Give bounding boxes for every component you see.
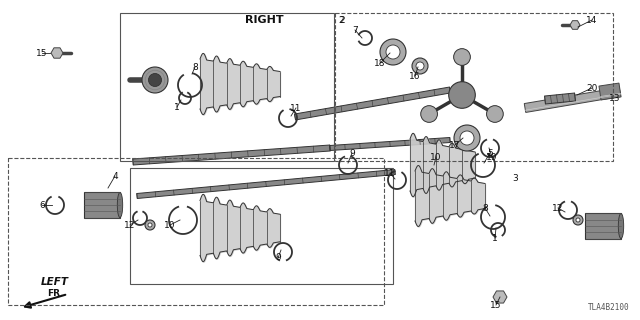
- Polygon shape: [493, 291, 507, 303]
- Text: 1: 1: [492, 234, 498, 243]
- Text: 5: 5: [487, 148, 493, 157]
- Text: 14: 14: [586, 15, 598, 25]
- Text: 15: 15: [490, 300, 502, 309]
- Text: 20: 20: [586, 84, 598, 92]
- Polygon shape: [570, 21, 580, 29]
- Circle shape: [145, 220, 155, 230]
- Text: 9: 9: [349, 148, 355, 157]
- Circle shape: [573, 215, 583, 225]
- Polygon shape: [51, 48, 63, 58]
- Circle shape: [148, 74, 161, 86]
- Circle shape: [576, 218, 580, 222]
- Text: 8: 8: [482, 204, 488, 212]
- Text: 11: 11: [384, 169, 396, 178]
- Text: 8: 8: [192, 62, 198, 71]
- Text: 4: 4: [112, 172, 118, 180]
- Text: 18: 18: [374, 59, 386, 68]
- Circle shape: [420, 106, 438, 122]
- Circle shape: [486, 106, 503, 122]
- Text: 10: 10: [164, 220, 176, 229]
- Text: 12: 12: [552, 204, 564, 212]
- Text: 7: 7: [352, 26, 358, 35]
- Polygon shape: [599, 83, 621, 100]
- Circle shape: [386, 45, 400, 59]
- Circle shape: [454, 49, 470, 65]
- Text: LEFT: LEFT: [41, 277, 69, 287]
- Text: 2: 2: [339, 15, 345, 25]
- Text: 17: 17: [449, 140, 461, 149]
- Polygon shape: [545, 93, 575, 104]
- Circle shape: [380, 39, 406, 65]
- Polygon shape: [524, 88, 621, 112]
- Polygon shape: [137, 170, 396, 198]
- Text: RIGHT: RIGHT: [244, 15, 284, 25]
- Text: 13: 13: [609, 93, 621, 102]
- Text: 6: 6: [39, 201, 45, 210]
- Circle shape: [460, 131, 474, 145]
- Polygon shape: [132, 145, 330, 165]
- Polygon shape: [294, 87, 451, 120]
- Text: FR.: FR.: [47, 289, 63, 298]
- Text: 2: 2: [338, 15, 344, 25]
- Bar: [585, 213, 621, 239]
- Polygon shape: [330, 138, 450, 150]
- Text: TLA4B2100: TLA4B2100: [588, 303, 630, 312]
- Text: 9: 9: [275, 253, 281, 262]
- Text: 1: 1: [174, 102, 180, 111]
- Text: 10: 10: [430, 153, 442, 162]
- Text: 15: 15: [36, 49, 48, 58]
- Bar: [84, 192, 120, 218]
- Text: 12: 12: [124, 220, 136, 229]
- Circle shape: [454, 125, 480, 151]
- Bar: [120, 13, 334, 161]
- Text: 16: 16: [409, 71, 420, 81]
- Ellipse shape: [618, 213, 624, 239]
- Bar: [335, 13, 613, 161]
- Circle shape: [148, 223, 152, 227]
- Ellipse shape: [117, 192, 123, 218]
- Text: 11: 11: [291, 103, 301, 113]
- Bar: [130, 168, 393, 284]
- Circle shape: [412, 58, 428, 74]
- Circle shape: [142, 67, 168, 93]
- Circle shape: [416, 62, 424, 70]
- Circle shape: [449, 82, 476, 108]
- Bar: [8, 158, 384, 305]
- Text: 3: 3: [512, 173, 518, 182]
- Text: 19: 19: [486, 153, 498, 162]
